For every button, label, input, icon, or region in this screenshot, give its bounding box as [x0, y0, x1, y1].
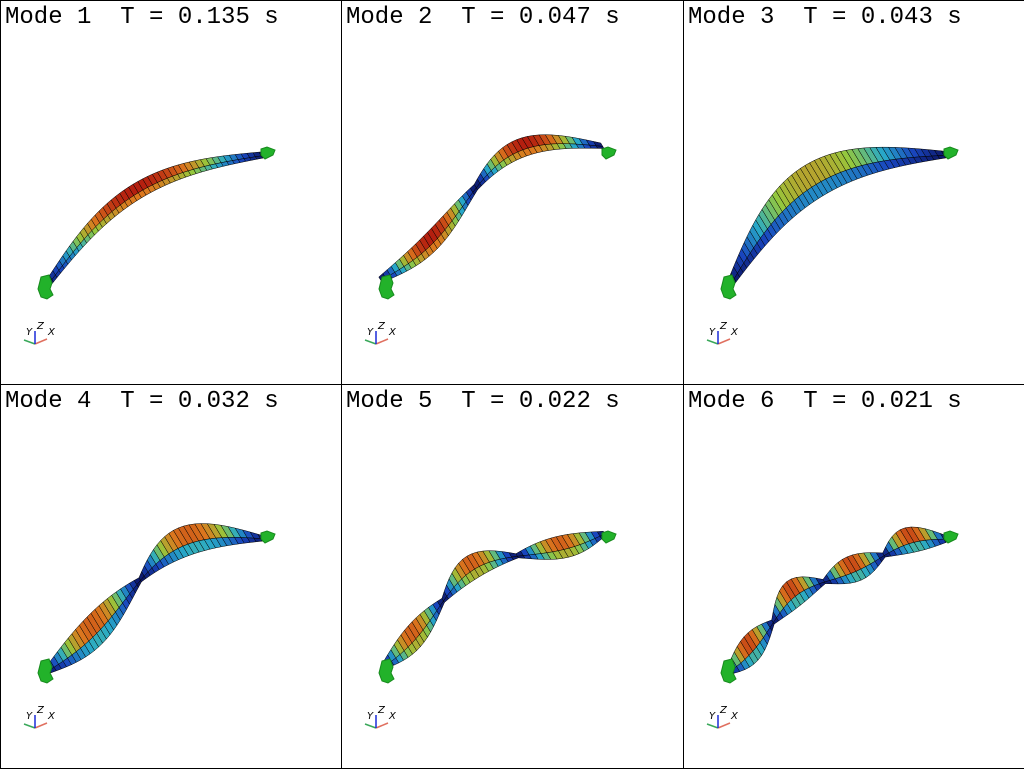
axis-z-label: Z	[719, 705, 728, 716]
fixed-support-right	[260, 146, 276, 160]
axis-x-label: X	[47, 711, 56, 722]
mode-shape-render: YZX	[23, 523, 276, 729]
fixed-support-right	[260, 530, 276, 544]
fixed-support-left	[720, 274, 737, 300]
axis-y-label: Y	[26, 327, 33, 338]
axis-x-label: X	[730, 711, 739, 722]
axis-triad: YZX	[23, 321, 56, 345]
axis-y-line	[23, 723, 36, 729]
beam-mesh	[378, 134, 605, 283]
axis-x-line	[717, 722, 731, 729]
beam-mesh	[43, 523, 269, 675]
axis-triad: YZX	[364, 321, 397, 345]
axis-triad: YZX	[706, 705, 739, 729]
fixed-support-left	[37, 658, 54, 684]
mode-label: Mode 3	[688, 4, 775, 31]
beam-mesh	[726, 526, 952, 675]
panel-title: Mode 1 T = 0.135 s	[5, 3, 279, 33]
mode-shape-render: YZX	[364, 530, 617, 729]
fixed-support-right	[943, 530, 959, 544]
axis-x-line	[717, 338, 731, 345]
mode-shape-render: YZX	[706, 526, 959, 729]
period-label: T = 0.022 s	[461, 388, 620, 415]
mode-label: Mode 4	[5, 388, 92, 415]
period-label: T = 0.021 s	[803, 388, 962, 415]
mode-label: Mode 2	[346, 4, 433, 31]
axis-x-label: X	[730, 327, 739, 338]
period-label: T = 0.032 s	[120, 388, 279, 415]
period-label: T = 0.043 s	[803, 4, 962, 31]
axis-x-line	[34, 722, 48, 729]
period-label: T = 0.135 s	[120, 4, 279, 31]
panel-title: Mode 2 T = 0.047 s	[346, 3, 620, 33]
beam-mesh	[725, 146, 952, 292]
panel-title: Mode 5 T = 0.022 s	[346, 387, 620, 417]
axis-x-label: X	[47, 327, 56, 338]
panel-title: Mode 6 T = 0.021 s	[688, 387, 962, 417]
axis-x-label: X	[388, 711, 397, 722]
mode-shape-render: YZX	[23, 146, 276, 345]
period-label: T = 0.047 s	[461, 4, 620, 31]
axis-triad: YZX	[364, 705, 397, 729]
panel-title: Mode 4 T = 0.032 s	[5, 387, 279, 417]
mode-label: Mode 1	[5, 4, 92, 31]
fixed-support-right	[601, 146, 617, 160]
axis-y-line	[706, 723, 719, 729]
mode-label: Mode 6	[688, 388, 775, 415]
axis-x-line	[375, 722, 389, 729]
axis-y-line	[364, 723, 377, 729]
axis-triad: YZX	[706, 321, 739, 345]
axis-y-label: Y	[26, 711, 33, 722]
fixed-support-left	[378, 658, 395, 684]
axis-z-label: Z	[377, 321, 386, 332]
fixed-support-right	[943, 146, 959, 160]
axis-y-label: Y	[367, 327, 374, 338]
fixed-support-left	[720, 658, 737, 684]
axis-y-line	[706, 339, 719, 345]
axis-triad: YZX	[23, 705, 56, 729]
axis-y-line	[364, 339, 377, 345]
axis-x-line	[375, 338, 389, 345]
panel-title: Mode 3 T = 0.043 s	[688, 3, 962, 33]
beam-mesh	[42, 151, 269, 292]
beam-mesh	[381, 531, 607, 670]
fixed-support-right	[601, 530, 617, 544]
axis-z-label: Z	[36, 705, 45, 716]
axis-x-line	[34, 338, 48, 345]
mode-shape-render: YZX	[364, 134, 617, 345]
axis-z-label: Z	[36, 321, 45, 332]
mode-label: Mode 5	[346, 388, 433, 415]
axis-y-line	[23, 339, 36, 345]
axis-y-label: Y	[367, 711, 374, 722]
axis-z-label: Z	[719, 321, 728, 332]
axis-y-label: Y	[709, 327, 716, 338]
mode-shape-render: YZX	[706, 146, 959, 345]
axis-z-label: Z	[377, 705, 386, 716]
fixed-support-left	[37, 274, 54, 300]
axis-x-label: X	[388, 327, 397, 338]
axis-y-label: Y	[709, 711, 716, 722]
fixed-support-left	[378, 274, 395, 300]
